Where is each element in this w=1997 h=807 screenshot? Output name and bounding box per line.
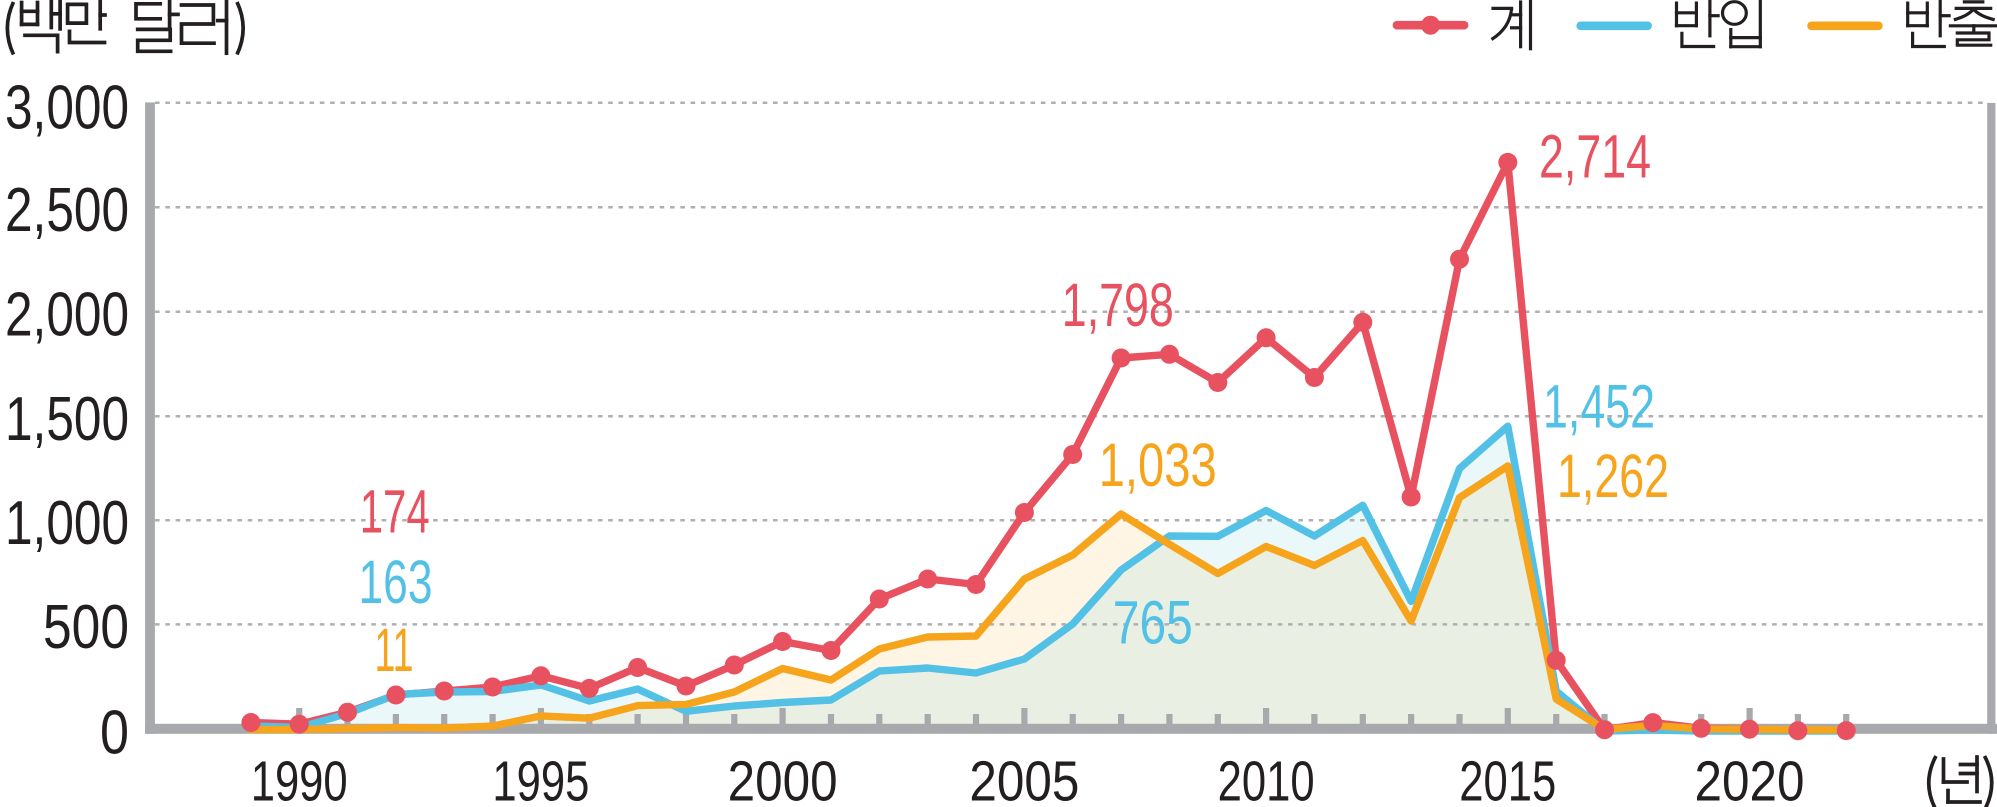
svg-text:1995: 1995 bbox=[492, 750, 589, 807]
svg-text:1,262: 1,262 bbox=[1557, 442, 1669, 510]
svg-text:2,500: 2,500 bbox=[5, 176, 129, 245]
svg-text:1,452: 1,452 bbox=[1543, 372, 1655, 440]
svg-text:2015: 2015 bbox=[1459, 750, 1556, 807]
svg-text:2010: 2010 bbox=[1218, 750, 1315, 807]
svg-text:2000: 2000 bbox=[728, 750, 838, 807]
svg-text:11: 11 bbox=[375, 616, 414, 684]
svg-text:2,000: 2,000 bbox=[5, 281, 129, 350]
svg-text:2005: 2005 bbox=[969, 750, 1079, 807]
svg-text:163: 163 bbox=[359, 548, 433, 616]
svg-text:1,798: 1,798 bbox=[1062, 271, 1174, 339]
svg-text:2,714: 2,714 bbox=[1539, 122, 1651, 190]
svg-text:1,033: 1,033 bbox=[1099, 431, 1217, 499]
svg-text:1,500: 1,500 bbox=[5, 385, 129, 454]
svg-text:3,000: 3,000 bbox=[5, 74, 129, 143]
svg-text:2020: 2020 bbox=[1695, 750, 1805, 807]
svg-text:500: 500 bbox=[43, 593, 129, 662]
svg-text:765: 765 bbox=[1113, 588, 1193, 656]
svg-text:1990: 1990 bbox=[251, 750, 348, 807]
svg-text:1,000: 1,000 bbox=[5, 489, 129, 558]
svg-text:0: 0 bbox=[100, 698, 129, 767]
svg-text:174: 174 bbox=[360, 477, 430, 545]
